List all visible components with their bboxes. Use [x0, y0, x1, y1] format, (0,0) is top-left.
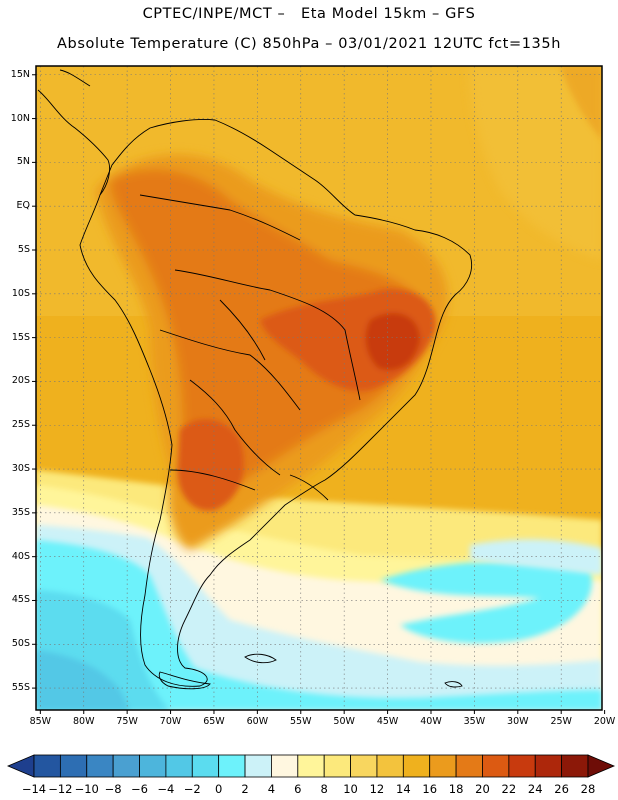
lat-label: 40S: [11, 550, 30, 562]
colorbar-swatch: [271, 754, 299, 778]
colorbar-label: −4: [157, 782, 175, 796]
lat-label: 15S: [11, 331, 30, 343]
colorbar-swatch: [165, 754, 193, 778]
lat-label: 55S: [11, 682, 30, 694]
colorbar-label: 10: [343, 782, 358, 796]
colorbar-swatch: [323, 754, 351, 778]
lon-label: 55W: [290, 716, 312, 727]
lon-label: 85W: [29, 716, 52, 727]
colorbar-arrow-low: [6, 754, 35, 778]
coastline: [37, 69, 473, 690]
temperature-field: [36, 66, 602, 710]
colorbar-label: 24: [527, 782, 543, 796]
colorbar-swatch: [534, 754, 563, 778]
colorbar-swatch: [429, 754, 457, 778]
colorbar-swatch: [218, 754, 246, 778]
colorbar-label: 26: [554, 782, 569, 796]
lat-label: 25S: [11, 419, 30, 431]
colorbar-label: 22: [501, 782, 517, 796]
lon-label: 30W: [507, 716, 529, 727]
colorbar-swatch: [33, 754, 61, 778]
lon-label: 75W: [116, 716, 138, 727]
map-frame: [35, 65, 603, 711]
colorbar-swatch: [297, 754, 325, 778]
graticule: [36, 66, 602, 710]
lon-label: 60W: [246, 716, 269, 727]
colorbar-label: 20: [475, 782, 490, 796]
colorbar-label: −6: [131, 782, 148, 796]
colorbar-label: 28: [580, 782, 596, 796]
lat-label: 10N: [10, 112, 30, 124]
colorbar-swatch: [376, 754, 404, 778]
colorbar-swatch: [561, 754, 589, 778]
lat-label: 50S: [11, 638, 30, 650]
colorbar-label: −2: [183, 782, 201, 796]
lat-label: 20S: [11, 375, 30, 387]
colorbar-label: 16: [422, 782, 438, 796]
colorbar-label: 14: [396, 782, 411, 796]
lon-label: 20W: [593, 716, 616, 727]
colorbar-swatch: [112, 754, 140, 778]
colorbar: [6, 754, 616, 778]
lat-label: 5N: [16, 156, 30, 168]
map-title-line-1: CPTEC/INPE/MCT – Eta Model 15km – GFS: [142, 6, 476, 22]
lon-label: 65W: [203, 716, 225, 727]
lat-label: 10S: [11, 287, 30, 299]
lat-label: 5S: [17, 244, 30, 255]
colorbar-swatch: [59, 754, 88, 778]
colorbar-label: 4: [267, 782, 276, 796]
colorbar-swatch: [139, 754, 167, 778]
lon-label: 45W: [376, 716, 399, 727]
lon-label: 80W: [72, 716, 95, 727]
colorbar-label: 0: [214, 782, 223, 796]
colorbar-swatch: [244, 754, 272, 778]
colorbar-swatch: [455, 754, 483, 778]
colorbar-arrow-high: [587, 754, 616, 778]
colorbar-swatch: [86, 754, 114, 778]
colorbar-swatch: [508, 754, 536, 778]
map-title-line-2: Absolute Temperature (C) 850hPa – 03/01/…: [57, 36, 561, 52]
lon-label: 25W: [550, 716, 572, 727]
colorbar-label: 2: [241, 782, 249, 796]
colorbar-swatch: [191, 754, 220, 778]
colorbar-label: 6: [294, 782, 302, 796]
colorbar-swatch: [350, 754, 378, 778]
colorbar-label: 12: [369, 782, 385, 796]
lat-label: 45S: [11, 594, 30, 606]
colorbar-label: −14: [21, 782, 47, 796]
colorbar-label: −8: [104, 782, 122, 796]
colorbar-swatch: [402, 754, 431, 778]
lat-label: EQ: [16, 200, 30, 212]
lat-label: 35S: [11, 506, 30, 518]
lon-label: 40W: [420, 716, 442, 727]
lat-label: 30S: [11, 463, 30, 475]
colorbar-label: 8: [320, 782, 328, 796]
colorbar-swatch: [482, 754, 510, 778]
colorbar-label: −10: [74, 782, 99, 796]
lon-label: 50W: [333, 716, 355, 727]
colorbar-label: 18: [448, 782, 464, 796]
lon-label: 35W: [463, 716, 486, 727]
lat-label: 15N: [10, 68, 30, 80]
colorbar-label: −12: [48, 782, 73, 796]
lon-label: 70W: [159, 716, 182, 727]
